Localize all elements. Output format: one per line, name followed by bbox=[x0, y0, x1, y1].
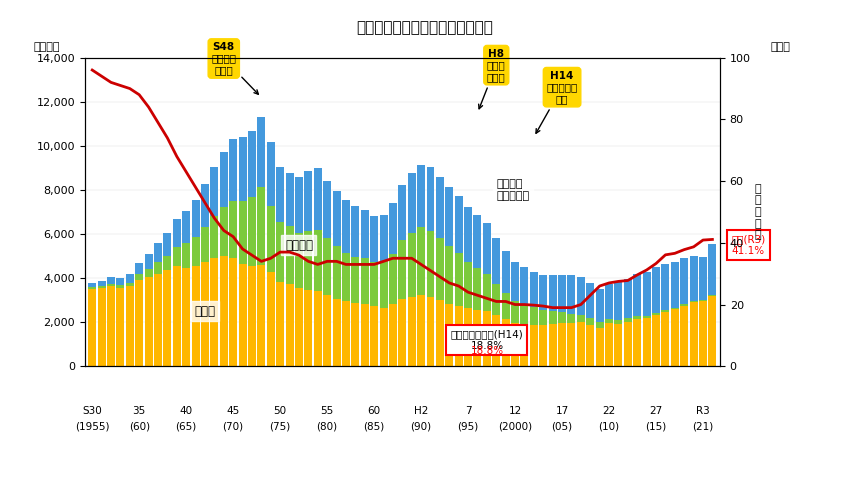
Bar bbox=[586, 318, 594, 324]
Bar bbox=[520, 304, 529, 324]
Bar bbox=[708, 296, 717, 366]
Bar bbox=[370, 262, 378, 306]
Bar bbox=[211, 258, 218, 366]
Bar bbox=[276, 168, 284, 222]
Bar bbox=[360, 304, 369, 366]
Bar bbox=[455, 306, 462, 366]
Bar bbox=[389, 254, 397, 304]
Bar bbox=[342, 253, 350, 302]
Bar bbox=[708, 295, 717, 296]
Bar bbox=[473, 215, 481, 268]
Bar bbox=[191, 238, 200, 266]
Bar bbox=[342, 302, 350, 366]
Bar bbox=[163, 232, 172, 256]
Bar bbox=[699, 257, 707, 300]
Bar bbox=[558, 324, 566, 366]
Bar bbox=[680, 304, 688, 306]
Text: (95): (95) bbox=[457, 422, 479, 432]
Bar bbox=[464, 207, 472, 262]
Bar bbox=[248, 132, 256, 198]
Bar bbox=[520, 267, 529, 304]
Text: 7: 7 bbox=[465, 406, 472, 416]
Bar bbox=[201, 184, 209, 227]
Text: 17: 17 bbox=[555, 406, 569, 416]
Bar bbox=[380, 308, 388, 366]
Bar bbox=[295, 178, 303, 233]
Bar bbox=[436, 300, 444, 366]
Bar bbox=[173, 219, 181, 246]
Bar bbox=[699, 300, 707, 366]
Bar bbox=[464, 308, 472, 366]
Text: 12: 12 bbox=[508, 406, 522, 416]
Bar bbox=[445, 187, 453, 246]
Bar bbox=[126, 274, 133, 282]
Bar bbox=[135, 262, 143, 274]
Bar bbox=[191, 266, 200, 366]
Bar bbox=[652, 313, 660, 315]
Bar bbox=[342, 200, 350, 253]
Bar bbox=[539, 274, 547, 310]
Bar bbox=[605, 324, 613, 366]
Bar bbox=[88, 287, 96, 288]
Bar bbox=[502, 251, 510, 292]
Bar bbox=[135, 280, 143, 366]
Text: 現在(R3)
41.1%: 現在(R3) 41.1% bbox=[731, 234, 766, 256]
Bar bbox=[88, 288, 96, 366]
Bar bbox=[295, 288, 303, 366]
Bar bbox=[652, 315, 660, 366]
Bar bbox=[548, 274, 557, 311]
Bar bbox=[689, 256, 698, 300]
Text: 輸入製品
輸入燃料材: 輸入製品 輸入燃料材 bbox=[496, 179, 530, 201]
Bar bbox=[107, 286, 115, 366]
Bar bbox=[492, 316, 501, 366]
Bar bbox=[680, 258, 688, 304]
Bar bbox=[671, 262, 679, 308]
Text: 木材供給量及び木材自給率の推移: 木材供給量及び木材自給率の推移 bbox=[356, 20, 494, 35]
Text: (90): (90) bbox=[411, 422, 432, 432]
Text: (21): (21) bbox=[693, 422, 714, 432]
Text: S48
総需要量
ピーク: S48 総需要量 ピーク bbox=[212, 42, 258, 94]
Bar bbox=[248, 266, 256, 366]
Bar bbox=[276, 222, 284, 282]
Bar bbox=[126, 282, 133, 286]
Bar bbox=[173, 266, 181, 366]
Bar bbox=[483, 224, 491, 274]
Bar bbox=[558, 275, 566, 312]
Bar bbox=[220, 256, 228, 366]
Text: 60: 60 bbox=[367, 406, 381, 416]
Bar bbox=[624, 318, 632, 322]
Bar bbox=[399, 300, 406, 366]
Bar bbox=[230, 201, 237, 258]
Bar bbox=[680, 306, 688, 366]
Bar bbox=[530, 325, 538, 366]
Text: （％）: （％） bbox=[771, 42, 791, 51]
Bar bbox=[211, 216, 218, 258]
Bar bbox=[314, 230, 322, 292]
Text: 35: 35 bbox=[133, 406, 146, 416]
Bar bbox=[605, 284, 613, 319]
Text: 50: 50 bbox=[274, 406, 286, 416]
Bar bbox=[539, 310, 547, 326]
Bar bbox=[417, 295, 425, 366]
Text: 木材自給率最低(H14)
18.8%: 木材自給率最低(H14) 18.8% bbox=[450, 329, 524, 350]
Bar bbox=[464, 262, 472, 308]
Text: (75): (75) bbox=[269, 422, 291, 432]
Bar bbox=[445, 246, 453, 304]
Bar bbox=[473, 268, 481, 310]
Bar bbox=[661, 310, 670, 312]
Bar bbox=[191, 200, 200, 237]
Text: (10): (10) bbox=[598, 422, 620, 432]
Bar bbox=[286, 226, 293, 283]
Bar bbox=[558, 312, 566, 324]
Text: (60): (60) bbox=[128, 422, 150, 432]
Bar bbox=[455, 254, 462, 306]
Bar bbox=[408, 232, 416, 296]
Bar bbox=[708, 244, 717, 295]
Bar bbox=[483, 312, 491, 366]
Text: 国産材: 国産材 bbox=[195, 304, 216, 318]
Bar bbox=[351, 257, 360, 304]
Bar bbox=[239, 138, 246, 202]
Bar bbox=[427, 167, 434, 231]
Bar bbox=[530, 308, 538, 325]
Text: （万㎥）: （万㎥） bbox=[34, 42, 60, 51]
